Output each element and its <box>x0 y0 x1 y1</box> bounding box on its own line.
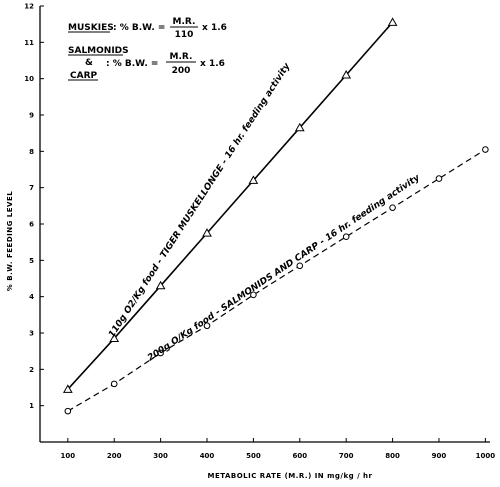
salmonids-label: SALMONIDS <box>68 46 129 56</box>
data-point-triangle <box>387 17 398 26</box>
y-tick-label: 8 <box>29 148 34 156</box>
x-tick-label: 100 <box>61 452 76 460</box>
y-tick-label: 7 <box>29 184 34 192</box>
muskies-formula: MUSKIES : % B.W. = M.R. 110 x 1.6 <box>68 17 227 40</box>
salmonids-denominator: 200 <box>172 66 191 76</box>
y-tick-label: 5 <box>29 257 34 265</box>
data-point-circle <box>157 349 164 357</box>
salmonids-lhs: : % B.W. = <box>106 59 158 69</box>
muskies-label: MUSKIES <box>68 23 114 33</box>
axes <box>39 6 490 443</box>
y-tick-label: 1 <box>29 402 34 410</box>
data-point-triangle <box>248 175 259 184</box>
y-tick-label: 6 <box>29 221 34 229</box>
salmonids-formula: SALMONIDS & CARP : % B.W. = M.R. 200 x 1… <box>68 46 225 81</box>
data-point-circle <box>435 175 443 182</box>
y-tick-label: 10 <box>24 75 34 83</box>
series-markers <box>62 17 489 415</box>
data-point-circle <box>296 262 304 270</box>
data-point-triangle <box>109 333 120 342</box>
y-tick-label: 9 <box>29 112 34 120</box>
y-axis-title: % B.W. FEEDING LEVEL <box>6 191 14 291</box>
series-label-salmonids: 200g O/Kg food - SALMONIDS AND CARP - 16… <box>146 172 423 363</box>
data-point-triangle <box>202 228 212 237</box>
series-line-0 <box>67 21 394 390</box>
carp-label: CARP <box>70 71 98 81</box>
salmonids-ampersand: & <box>85 58 93 68</box>
muskies-denominator: 110 <box>175 30 194 40</box>
x-axis-ticks: 100 200 300 400 500 600 700 800 900 1000 <box>61 438 496 460</box>
data-point-triangle <box>294 122 305 132</box>
data-point-triangle <box>62 384 73 393</box>
x-tick-label: 500 <box>246 452 261 460</box>
x-tick-label: 200 <box>107 452 122 460</box>
muskies-numerator: M.R. <box>173 17 196 27</box>
muskies-multiplier: x 1.6 <box>202 23 227 33</box>
y-tick-label: 4 <box>29 293 34 301</box>
x-tick-label: 300 <box>153 452 168 460</box>
series-line-1 <box>67 148 486 412</box>
data-point-circle <box>203 322 211 330</box>
x-tick-label: 900 <box>432 452 447 460</box>
salmonids-multiplier: x 1.6 <box>200 59 225 69</box>
y-tick-label: 3 <box>29 330 34 338</box>
x-tick-label: 400 <box>200 452 215 460</box>
data-point-circle <box>389 204 396 211</box>
data-point-circle <box>64 407 72 415</box>
data-point-triangle <box>155 280 166 290</box>
muskies-lhs: : % B.W. = <box>113 23 165 33</box>
y-tick-label: 11 <box>24 39 34 47</box>
series-lines <box>67 21 486 412</box>
y-tick-label: 2 <box>29 366 34 374</box>
x-tick-label: 800 <box>385 452 400 460</box>
data-point-circle <box>482 146 489 153</box>
data-point-circle <box>110 380 118 388</box>
x-tick-label: 1000 <box>476 452 496 460</box>
data-point-circle <box>250 291 257 299</box>
x-tick-label: 700 <box>339 452 354 460</box>
series-label-muskies: 110g O2/Kg food - TIGER MUSKELLONGE - 16… <box>107 61 293 340</box>
salmonids-numerator: M.R. <box>170 52 193 62</box>
data-point-circle <box>342 233 350 241</box>
x-tick-label: 600 <box>292 452 307 460</box>
y-tick-label: 12 <box>24 3 34 11</box>
x-axis-title: METABOLIC RATE (M.R.) IN mg/kg / hr <box>207 472 372 480</box>
data-point-triangle <box>341 70 352 79</box>
